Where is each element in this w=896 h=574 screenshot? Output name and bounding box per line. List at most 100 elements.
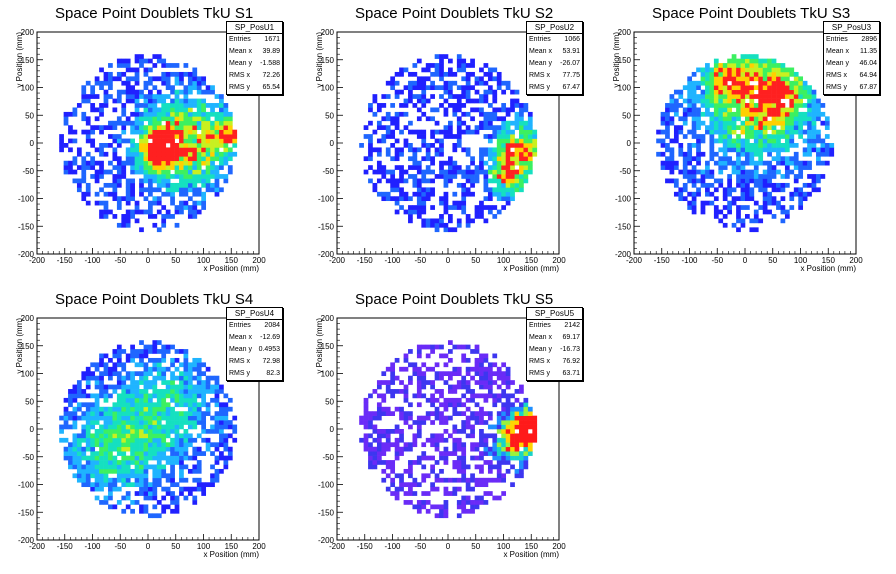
histogram-bin xyxy=(483,437,489,443)
histogram-bin xyxy=(483,134,489,139)
histogram-bin xyxy=(767,76,772,82)
histogram-bin xyxy=(753,218,759,224)
histogram-bin xyxy=(187,178,193,184)
histogram-bin xyxy=(116,464,122,470)
histogram-bin xyxy=(505,165,511,170)
histogram-bin xyxy=(487,134,493,139)
histogram-bin xyxy=(130,406,135,412)
histogram-bin xyxy=(673,134,679,139)
histogram-bin xyxy=(134,380,140,385)
histogram-bin xyxy=(802,191,808,197)
histogram-bin xyxy=(103,214,109,219)
histogram-bin xyxy=(496,182,502,188)
histogram-bin xyxy=(470,508,475,514)
histogram-bin xyxy=(408,415,413,421)
histogram-bin xyxy=(148,397,153,403)
histogram-bin xyxy=(403,191,409,197)
histogram-bin xyxy=(174,169,180,175)
histogram-bin xyxy=(148,120,153,126)
histogram-bin xyxy=(784,209,790,215)
histogram-bin xyxy=(745,63,750,68)
histogram-bin xyxy=(439,85,444,91)
histogram-bin xyxy=(85,429,91,434)
histogram-bin xyxy=(134,411,140,416)
histogram-bin xyxy=(381,380,387,385)
histogram-bin xyxy=(152,491,158,496)
histogram-bin xyxy=(76,455,82,461)
histogram-bin xyxy=(519,433,524,439)
histogram-bin xyxy=(148,415,153,421)
histogram-bin xyxy=(143,389,149,394)
histogram-bin xyxy=(196,464,202,470)
histogram-bin xyxy=(174,384,180,390)
histogram-bin xyxy=(165,80,171,86)
histogram-bin xyxy=(496,424,502,430)
y-tick-label: -200 xyxy=(18,536,35,545)
histogram-bin xyxy=(72,411,78,416)
histogram-bin xyxy=(425,169,431,175)
histogram-bin xyxy=(201,103,207,108)
histogram-bin xyxy=(492,393,498,399)
histogram-bin xyxy=(523,156,529,162)
histogram-bin xyxy=(139,89,144,95)
histogram-bin xyxy=(527,424,533,430)
histogram-bin xyxy=(479,156,484,162)
histogram-bin xyxy=(174,375,180,381)
histogram-bin xyxy=(372,460,378,465)
histogram-bin xyxy=(108,446,113,452)
histogram-bin xyxy=(722,205,728,210)
histogram-bin xyxy=(408,468,413,474)
histogram-bin xyxy=(201,107,207,113)
histogram-bin xyxy=(99,393,104,399)
histogram-bin xyxy=(196,187,202,193)
y-tick-label: 150 xyxy=(618,56,632,65)
histogram-bin xyxy=(443,508,449,514)
histogram-bin xyxy=(376,384,382,390)
histogram-bin xyxy=(174,393,180,399)
histogram-bin xyxy=(205,169,211,175)
histogram-bin xyxy=(148,89,153,95)
histogram-bin xyxy=(496,375,502,381)
histogram-bin xyxy=(802,116,808,122)
histogram-bin xyxy=(483,94,489,99)
histogram-bin xyxy=(820,120,826,126)
histogram-bin xyxy=(152,156,158,162)
histogram-bin xyxy=(456,138,462,144)
histogram-bin xyxy=(161,151,167,157)
histogram-bin xyxy=(727,200,732,206)
histogram-bin xyxy=(753,214,759,219)
histogram-bin xyxy=(443,160,449,166)
histogram-bin xyxy=(682,174,688,179)
histogram-bin xyxy=(214,169,220,175)
histogram-bin xyxy=(807,94,812,99)
histogram-bin xyxy=(731,76,737,82)
histogram-bin xyxy=(108,63,113,68)
histogram-bin xyxy=(749,174,755,179)
histogram-bin xyxy=(165,156,171,162)
histogram-bin xyxy=(121,468,127,474)
histogram-bin xyxy=(758,98,764,104)
histogram-bin xyxy=(678,94,684,99)
histogram-bin xyxy=(439,58,444,64)
x-tick-label: -50 xyxy=(711,256,723,265)
histogram-bin xyxy=(85,98,91,104)
histogram-bin xyxy=(731,71,737,77)
histogram-bin xyxy=(434,437,440,443)
histogram-bin xyxy=(108,125,113,130)
histogram-bin xyxy=(192,76,198,82)
histogram-bin xyxy=(665,111,670,117)
histogram-bin xyxy=(430,384,435,390)
histogram-bin xyxy=(152,147,158,153)
histogram-bin xyxy=(425,380,431,385)
histogram-bin xyxy=(403,98,409,104)
histogram-bin xyxy=(187,151,193,157)
histogram-bin xyxy=(161,473,167,479)
histogram-bin xyxy=(156,446,162,452)
histogram-bin xyxy=(170,437,175,443)
histogram-bin xyxy=(187,486,193,492)
histogram-bin xyxy=(116,384,122,390)
histogram-bin xyxy=(753,116,759,122)
histogram-bin xyxy=(152,389,158,394)
histogram-bin xyxy=(718,129,724,135)
histogram-bin xyxy=(439,504,444,510)
